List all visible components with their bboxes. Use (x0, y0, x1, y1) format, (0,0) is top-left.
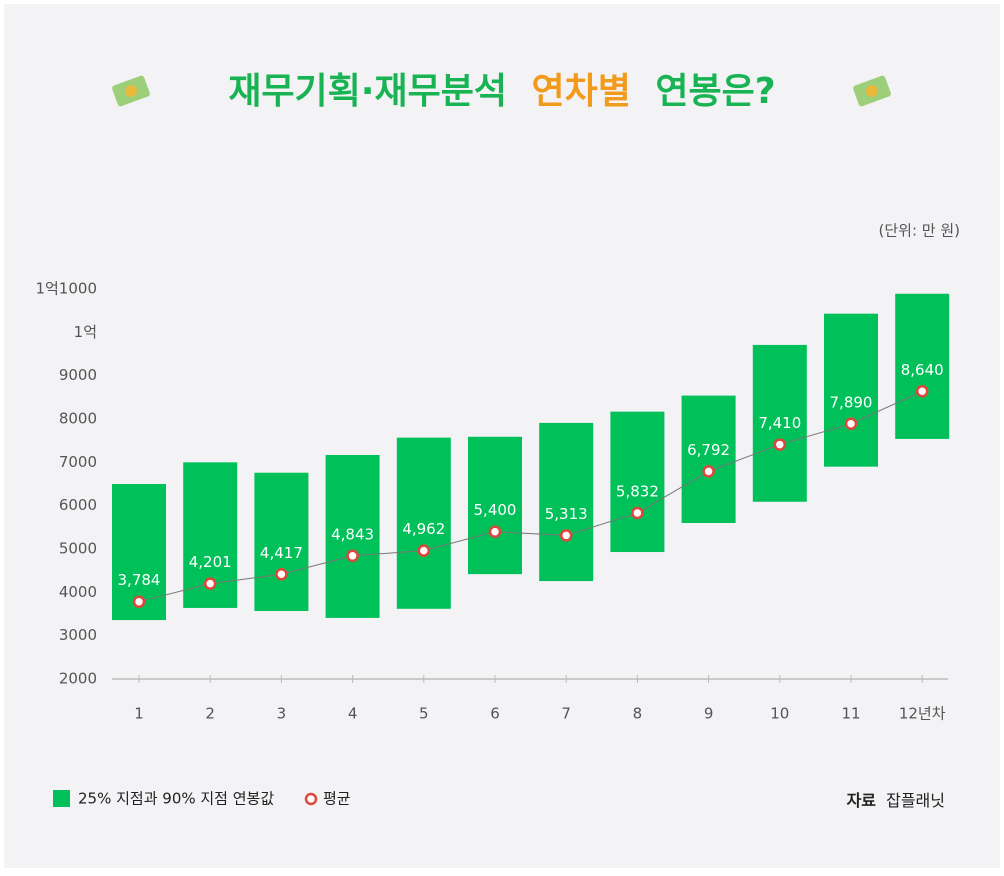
y-tick-label: 4000 (59, 583, 97, 601)
range-bar (396, 437, 451, 609)
y-tick-label: 7000 (59, 453, 97, 471)
x-tick-label: 6 (490, 705, 500, 723)
data-label: 4,962 (402, 520, 445, 538)
x-tick-label: 4 (348, 705, 358, 723)
range-bar (681, 395, 736, 523)
range-bar (539, 422, 594, 582)
average-point (631, 506, 644, 520)
range-bar (254, 472, 309, 611)
average-point (346, 549, 359, 563)
data-label: 8,640 (901, 361, 944, 379)
data-label: 5,313 (545, 505, 588, 523)
data-label: 7,890 (830, 393, 873, 411)
average-point (203, 577, 217, 590)
data-label: 4,417 (260, 544, 303, 562)
x-tick-label: 2 (205, 705, 215, 723)
range-bar (752, 344, 807, 502)
x-tick-label: 9 (704, 705, 714, 723)
data-label: 5,832 (616, 482, 659, 500)
title-part: 연차별 (532, 71, 631, 112)
average-point (915, 385, 929, 398)
average-line (138, 390, 923, 603)
source: 자료 잡플래닛 (847, 791, 945, 810)
y-tick-label: 2000 (59, 670, 97, 688)
legend-marker (304, 792, 318, 806)
average-point (488, 525, 502, 538)
y-tick-label: 9000 (59, 366, 97, 384)
x-tick-label: 3 (277, 705, 287, 723)
x-tick-label: 5 (419, 705, 429, 723)
average-point (702, 465, 715, 478)
source-name: 잡플래닛 (886, 791, 945, 810)
y-tick-label: 6000 (59, 496, 97, 514)
x-tick-label: 10 (770, 705, 789, 723)
chart-title: 재무기획·재무분석 연차별 연봉은? (228, 71, 775, 112)
source-label: 자료 (847, 791, 877, 810)
title-part: 재무기획·재무분석 (228, 71, 507, 112)
x-tick-label: 1 (134, 705, 144, 723)
x-tick-label: 8 (633, 705, 643, 723)
data-label: 4,843 (331, 525, 374, 543)
legend-label: 25% 지점과 90% 지점 연봉값 (78, 790, 274, 808)
unit-label: (단위: 만 원) (879, 222, 961, 240)
range-bar (610, 411, 665, 553)
range-bar (895, 293, 950, 439)
range-bar (824, 313, 878, 467)
average-point (844, 417, 858, 431)
x-tick-label: 11 (841, 705, 860, 723)
x-tick-label: 12년차 (899, 705, 946, 723)
average-point (559, 529, 573, 542)
average-point (417, 544, 431, 557)
y-tick-label: 3000 (59, 626, 97, 644)
money-icon (112, 75, 891, 107)
data-label: 3,784 (118, 571, 161, 589)
legend-label: 평균 (323, 790, 351, 808)
y-tick-label: 1억1000 (35, 280, 97, 298)
range-bar (325, 454, 380, 618)
title-part: 연봉은? (655, 71, 775, 112)
data-label: 5,400 (474, 501, 517, 519)
average-point (132, 595, 146, 608)
data-label: 4,201 (189, 553, 232, 571)
y-tick-label: 8000 (59, 410, 97, 428)
x-tick-label: 7 (561, 705, 571, 723)
average-point (773, 438, 787, 451)
data-label: 6,792 (687, 441, 730, 459)
y-tick-label: 5000 (59, 540, 97, 558)
y-tick-label: 1억 (74, 323, 97, 341)
average-point (275, 568, 288, 581)
range-bar (468, 436, 522, 575)
data-label: 7,410 (758, 414, 801, 432)
legend-swatch (53, 790, 70, 807)
